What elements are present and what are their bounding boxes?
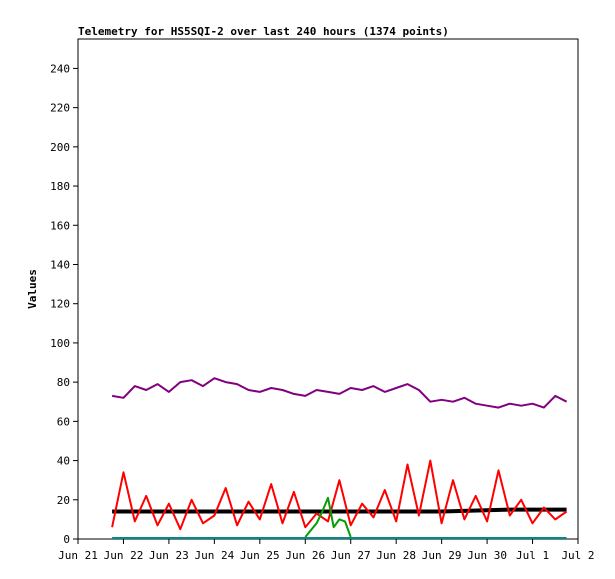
series-line-0 [111, 377, 568, 409]
y-tick-label: 220 [50, 102, 70, 115]
series-line-1 [112, 507, 567, 514]
series-layer [111, 377, 568, 539]
x-tick-label: Jun 23 [149, 549, 189, 562]
y-tick-label: 100 [50, 337, 70, 350]
series-line-3 [304, 496, 352, 538]
x-tick-label: Jun 30 [467, 549, 507, 562]
y-tick-label: 240 [50, 62, 70, 75]
y-tick-label: 120 [50, 298, 70, 311]
x-tick-label: Jun 29 [422, 549, 462, 562]
x-tick-label: Jul 1 [516, 549, 549, 562]
y-axis-label: Values [26, 269, 39, 309]
y-tick-label: 60 [57, 415, 70, 428]
x-tick-label: Jun 26 [285, 549, 325, 562]
x-tick-label: Jun 22 [104, 549, 144, 562]
x-tick-label: Jun 21 [58, 549, 98, 562]
plot-frame [77, 38, 579, 540]
y-tick-label: 200 [50, 141, 70, 154]
x-axis: Jun 21 Jun 22 Jun 23 Jun 24 Jun 25 Jun 26 Jun … [58, 539, 595, 562]
chart-title: Telemetry for HS5SQI-2 over last 240 hou… [78, 25, 449, 38]
x-tick-label: Jun 24 [194, 549, 234, 562]
y-tick-label: 140 [50, 258, 70, 271]
y-tick-label: 80 [57, 376, 70, 389]
x-tick-label: Jun 25 [240, 549, 280, 562]
x-tick-label: Jun 28 [376, 549, 416, 562]
y-tick-label: 40 [57, 455, 70, 468]
y-tick-label: 20 [57, 494, 70, 507]
x-tick-label: Jul 2 [561, 549, 594, 562]
y-tick-label: 180 [50, 180, 70, 193]
y-axis: 0 20 40 60 80 100 120 140 160 180 200 220 240 [50, 62, 78, 546]
y-tick-label: 0 [63, 533, 70, 546]
series-line-2 [111, 459, 568, 531]
x-tick-label: Jun 27 [331, 549, 371, 562]
y-tick-label: 160 [50, 219, 70, 232]
